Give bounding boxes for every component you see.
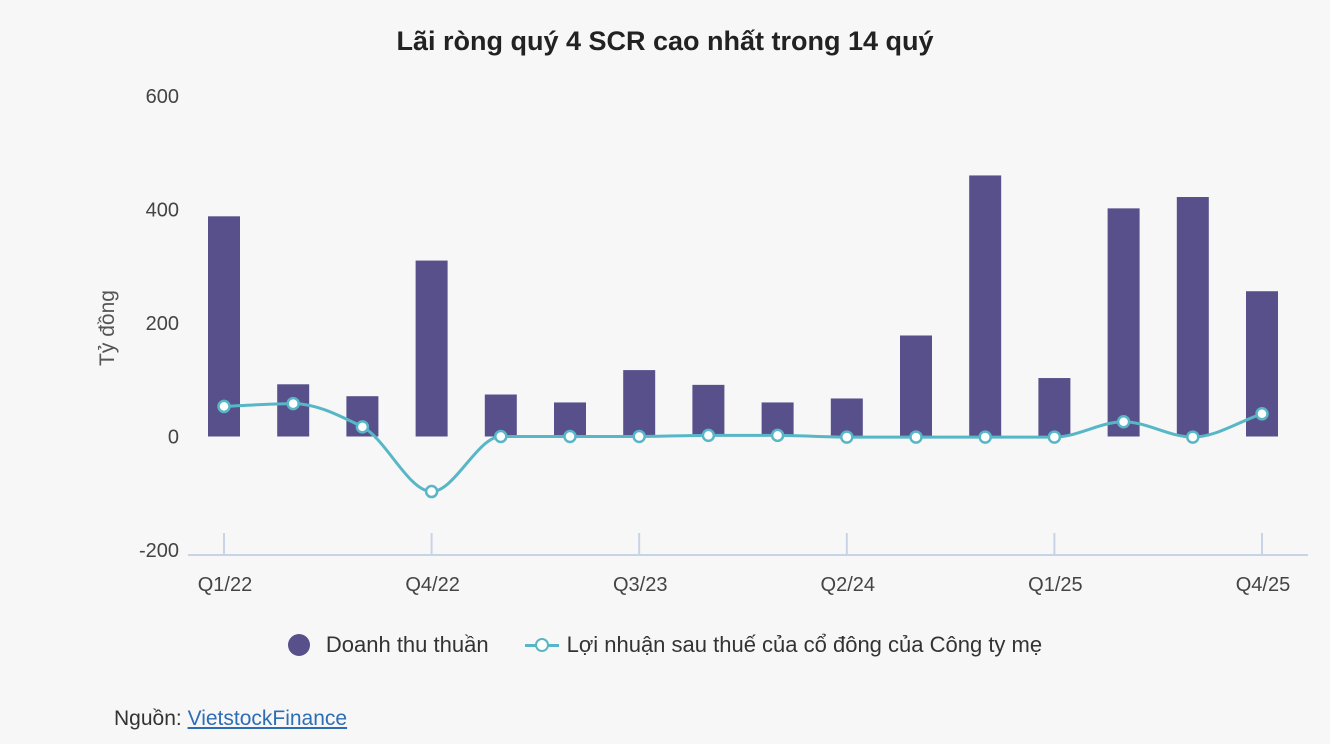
legend-item-profit[interactable]: Lợi nhuận sau thuế của cổ đông của Công … [524, 632, 1043, 658]
bar [484, 394, 517, 437]
line-point [909, 430, 923, 444]
bar-series [208, 175, 1278, 437]
bar [1038, 378, 1071, 437]
source-note: Nguồn: VietstockFinance [114, 707, 347, 731]
profit-line [223, 402, 1263, 494]
chart-title: Lãi ròng quý 4 SCR cao nhất trong 14 quý [396, 26, 934, 56]
legend: Doanh thu thuần Lợi nhuận sau thuế của c… [0, 632, 1330, 658]
legend-label-profit: Lợi nhuận sau thuế của cổ đông của Công … [566, 632, 1043, 657]
line-point [978, 430, 992, 444]
line-point [840, 430, 854, 444]
x-tick-label: Q2/24 [821, 574, 875, 596]
legend-item-revenue[interactable]: Doanh thu thuần [287, 632, 489, 658]
x-tick-label: Q3/23 [613, 574, 667, 596]
line-point [632, 429, 646, 444]
y-axis-ticks: -200 0 200 400 600 [139, 86, 179, 562]
x-axis: Q1/22 Q4/22 Q3/23 Q2/24 Q1/25 Q4/25 [188, 533, 1308, 596]
y-tick-label: 400 [146, 200, 179, 222]
line-series [217, 396, 1269, 499]
source-prefix: Nguồn: [114, 707, 188, 730]
bar [692, 384, 725, 437]
bar [830, 398, 863, 437]
bar [1176, 197, 1209, 437]
legend-label-revenue: Doanh thu thuần [325, 632, 489, 657]
line-point [217, 399, 231, 414]
legend-line-swatch [524, 638, 559, 652]
line-point [1186, 430, 1200, 444]
x-tick-label: Q1/22 [198, 574, 252, 596]
line-point [286, 396, 300, 411]
y-tick-label: 200 [146, 313, 179, 335]
line-point [355, 420, 370, 434]
bar [623, 370, 656, 437]
x-tick-label: Q1/25 [1028, 574, 1082, 596]
bar [1107, 208, 1140, 437]
bar [969, 175, 1002, 437]
line-point [563, 429, 577, 444]
bar [277, 384, 310, 437]
line-point [1116, 414, 1131, 429]
bar [415, 260, 448, 437]
y-axis-label: Tỷ đồng [96, 290, 119, 366]
legend-bar-swatch [287, 634, 310, 656]
line-point [701, 428, 716, 443]
line-point [1047, 430, 1062, 444]
y-tick-label: 0 [168, 427, 179, 449]
line-point [770, 428, 785, 443]
y-tick-label: -200 [139, 540, 179, 562]
x-tick-label: Q4/25 [1236, 574, 1290, 596]
x-tick-label: Q4/22 [405, 574, 459, 596]
line-point [494, 429, 508, 444]
y-tick-label: 600 [146, 86, 179, 108]
line-point [1255, 407, 1269, 421]
source-link[interactable]: VietstockFinance [187, 707, 348, 730]
bar [900, 335, 932, 437]
line-point [424, 484, 439, 499]
